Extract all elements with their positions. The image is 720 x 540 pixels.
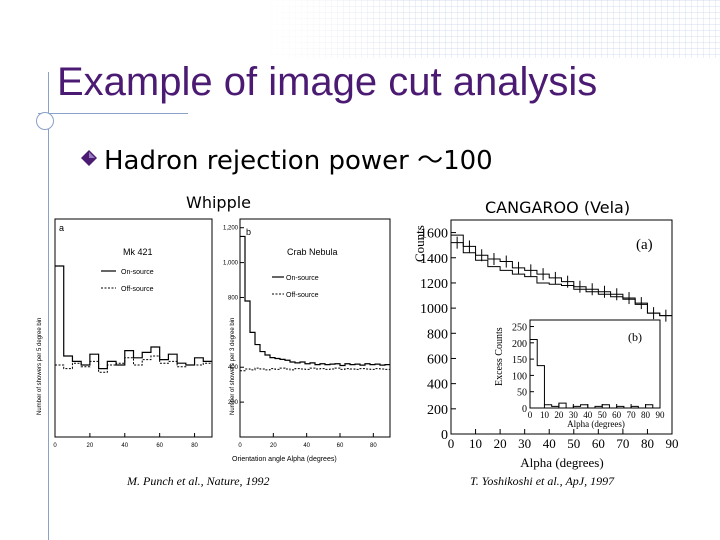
inset-y-tick-label: 200 [512, 339, 527, 350]
inset-y-tick-label: 50 [517, 388, 527, 399]
whipple-panel-b-chart: b Crab Nebula On-source Off-source Numbe… [223, 218, 391, 463]
y-tick-label: 1200 [420, 277, 448, 292]
series-on-source [240, 235, 390, 367]
y-tick-label: 1400 [420, 252, 448, 267]
whipple-xlabel: Orientation angle Alpha (degrees) [232, 456, 337, 463]
x-tick-label: 20 [87, 443, 94, 449]
y-tick-label: 600 [427, 352, 448, 367]
inset-y-tick-label: 250 [512, 323, 527, 334]
x-tick-label: 80 [641, 436, 654, 451]
legend-off: Off-source [286, 292, 319, 299]
inset-y-tick-label: 100 [512, 371, 527, 382]
x-tick-label: 0 [53, 443, 57, 449]
inset-x-tick-label: 60 [612, 410, 622, 420]
slide-title: Example of image cut analysis [57, 60, 598, 104]
diamond-bullet-icon [81, 150, 97, 166]
decorative-grid [265, 0, 720, 58]
legend-on: On-source [286, 275, 319, 282]
y-tick-label: 400 [427, 378, 448, 393]
x-tick-label: 80 [370, 443, 377, 449]
x-tick-label: 90 [666, 436, 679, 451]
x-tick-label: 0 [238, 443, 242, 449]
counts-series-off [451, 234, 672, 317]
inset-frame [529, 319, 661, 409]
bullet-text: Hadron rejection power 〜100 [104, 145, 493, 176]
decorative-circle [36, 112, 54, 130]
y-tick-label: 200 [427, 403, 448, 418]
whipple-label: Whipple [186, 193, 252, 212]
x-tick-label: 60 [592, 436, 605, 451]
y-tick-label: 1,000 [223, 261, 239, 267]
inset-x-tick-label: 80 [641, 410, 651, 420]
inset-x-tick-label: 10 [540, 410, 550, 420]
inset-x-tick-label: 90 [656, 410, 666, 420]
inset-x-tick-label: 70 [627, 410, 637, 420]
inset-ylabel: Excess Counts [494, 327, 505, 386]
x-tick-label: 20 [270, 443, 277, 449]
panel-b-tag: b [246, 227, 251, 237]
inset-xlabel: Alpha (degrees) [567, 419, 625, 429]
x-tick-label: 80 [191, 443, 198, 449]
y-tick-label: 1,200 [223, 226, 239, 232]
cangaroo-xlabel: Alpha (degrees) [520, 455, 603, 470]
cangaroo-panel-b-tag: (b) [628, 330, 642, 344]
decorative-horizontal-line [38, 113, 188, 114]
inset-x-tick-label: 40 [583, 410, 593, 420]
inset-x-tick-label: 30 [569, 410, 579, 420]
x-tick-label: 0 [448, 436, 455, 451]
legend-on: On-source [121, 269, 154, 276]
y-tick-label: 400 [228, 365, 239, 371]
series-off-source [240, 367, 390, 372]
panel-b-source: Crab Nebula [287, 247, 338, 257]
y-tick-label: 800 [228, 295, 239, 301]
y-tick-label: 1600 [420, 227, 448, 242]
inset-x-tick-label: 0 [528, 410, 533, 420]
panel-a-ylabel: Number of showers per 5 degree bin [37, 318, 43, 415]
x-tick-label: 30 [518, 436, 531, 451]
inset-y-tick-label: 150 [512, 355, 527, 366]
x-tick-label: 50 [567, 436, 580, 451]
whipple-panel-a-chart: a Mk 421 On-source Off-source Number of … [37, 218, 213, 449]
inset-x-tick-label: 20 [554, 410, 564, 420]
x-tick-label: 40 [303, 443, 310, 449]
cangaroo-panel-a-tag: (a) [636, 237, 653, 253]
y-tick-label: 0 [441, 428, 448, 443]
cangaroo-citation: T. Yoshikoshi et al., ApJ, 1997 [470, 474, 615, 488]
y-tick-label: 1000 [420, 302, 448, 317]
panel-a-tag: a [59, 223, 64, 233]
cangaroo-chart: Counts (a) 02004006008001000120014001600… [412, 219, 679, 470]
panel-a-source: Mk 421 [123, 247, 153, 257]
x-tick-label: 40 [543, 436, 556, 451]
x-tick-label: 60 [337, 443, 344, 449]
y-tick-label: 200 [228, 400, 239, 406]
whipple-citation: M. Punch et al., Nature, 1992 [127, 474, 270, 488]
cangaroo-label: CANGAROO (Vela) [485, 198, 631, 217]
x-tick-label: 40 [121, 443, 128, 449]
x-tick-label: 10 [469, 436, 482, 451]
x-tick-label: 70 [616, 436, 629, 451]
decorative-vertical-line [48, 72, 49, 540]
y-tick-label: 800 [427, 327, 448, 342]
inset-y-tick-label: 0 [522, 404, 527, 415]
panel-b-ylabel: Number of showers per 3 degree bin [230, 318, 236, 415]
cangaroo-ylabel: Counts [412, 225, 427, 262]
x-tick-label: 60 [156, 443, 163, 449]
excess-counts-histogram [529, 339, 660, 409]
inset-x-tick-label: 50 [598, 410, 608, 420]
bullet-point: Hadron rejection power 〜100 [80, 142, 493, 176]
legend-off: Off-source [121, 286, 154, 293]
x-tick-label: 20 [494, 436, 507, 451]
